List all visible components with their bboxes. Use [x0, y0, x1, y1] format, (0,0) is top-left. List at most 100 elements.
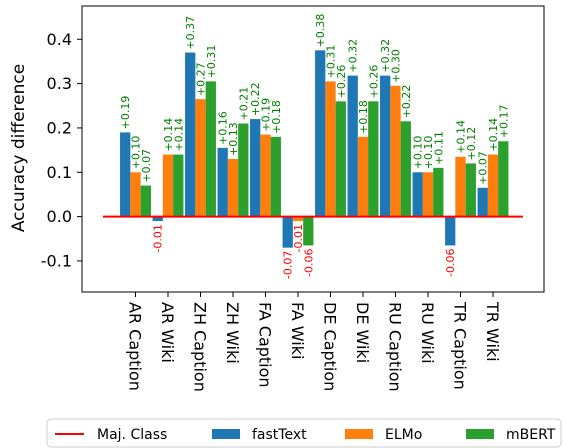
bar-fasttext [185, 52, 196, 217]
data-label: -0.06 [302, 248, 315, 276]
bar-elmo [195, 99, 206, 217]
data-label: +0.38 [314, 14, 327, 48]
data-label: +0.16 [217, 111, 230, 145]
legend: Maj. Class fastText ELMo mBERT [46, 418, 562, 448]
data-label: +0.18 [357, 100, 370, 134]
bar-elmo [130, 172, 141, 217]
x-tick-label: FA Caption [256, 302, 275, 388]
data-label: +0.10 [412, 136, 425, 170]
bar-mbert [465, 163, 476, 217]
data-label: +0.07 [140, 149, 153, 183]
x-tick-label: AR Caption [126, 302, 145, 391]
legend-frame [46, 418, 562, 448]
y-tick-label: 0.3 [47, 74, 72, 93]
bar-mbert [238, 123, 249, 217]
data-label: +0.27 [195, 62, 208, 96]
bar-mbert [270, 136, 281, 217]
data-label: +0.14 [172, 118, 185, 152]
data-label: -0.01 [152, 224, 165, 252]
data-label: +0.22 [249, 82, 262, 116]
legend-label-elmo: ELMo [385, 427, 422, 443]
bar-fasttext [477, 187, 488, 217]
data-label: +0.07 [477, 151, 490, 185]
bar-mbert [303, 216, 314, 246]
data-label: +0.21 [237, 87, 250, 121]
x-tick-label: DE Wiki [353, 302, 372, 363]
y-tick-label: 0.2 [47, 118, 72, 137]
bar-elmo [292, 216, 304, 222]
y-tick-label: 0.4 [47, 30, 72, 49]
bar-mbert [140, 185, 151, 217]
bar-fasttext [380, 75, 391, 217]
bar-elmo [162, 154, 174, 217]
data-label: +0.19 [119, 96, 132, 130]
data-label: +0.31 [325, 45, 338, 79]
data-label: +0.12 [465, 127, 478, 161]
x-tick-label: RU Wiki [418, 302, 437, 364]
x-tick-label: RU Caption [386, 302, 405, 392]
y-tick-label: -0.1 [41, 251, 72, 270]
bar-elmo [390, 85, 401, 217]
bar-elmo [227, 158, 239, 217]
x-tick-label: FA Wiki [288, 302, 307, 359]
x-tick-label: TR Wiki [483, 301, 502, 362]
bar-fasttext [315, 50, 326, 217]
data-label: +0.14 [162, 118, 175, 152]
data-label: +0.14 [487, 118, 500, 152]
bar-fasttext [250, 119, 261, 217]
bar-elmo [422, 172, 434, 217]
data-label: +0.26 [367, 65, 380, 99]
bar-mbert [205, 81, 216, 217]
data-label: +0.14 [455, 120, 468, 154]
data-label: -0.07 [282, 251, 295, 279]
x-tick-label: TR Caption [451, 301, 470, 390]
data-label: +0.32 [347, 39, 360, 73]
plot-area: -0.10.00.10.20.30.4+0.19-0.01+0.37+0.16+… [41, 5, 545, 392]
bar-elmo [325, 81, 336, 217]
plot-frame [81, 5, 545, 293]
bar-mbert [400, 121, 411, 217]
bar-elmo [260, 134, 271, 217]
data-label: +0.10 [422, 136, 435, 170]
bar-fasttext [445, 216, 456, 246]
data-label: +0.30 [390, 49, 403, 83]
bar-elmo [487, 154, 499, 217]
legend-label-mbert: mBERT [506, 427, 556, 443]
bar-mbert [173, 154, 184, 217]
legend-swatch-elmo [345, 429, 373, 439]
data-label: -0.01 [292, 224, 305, 252]
data-label: -0.06 [444, 248, 457, 276]
bar-mbert [433, 167, 444, 217]
bar-fasttext [282, 216, 293, 248]
legend-label-maj-class: Maj. Class [97, 427, 167, 443]
bar-elmo [357, 136, 369, 217]
data-label: +0.17 [497, 105, 510, 139]
bar-elmo [455, 156, 466, 217]
data-label: +0.32 [379, 39, 392, 73]
bar-mbert [368, 101, 379, 217]
y-tick-label: 0.1 [47, 163, 72, 182]
data-label: +0.18 [270, 100, 283, 134]
x-tick-label: ZH Wiki [223, 302, 242, 364]
data-label: +0.13 [227, 122, 240, 156]
data-label: +0.37 [184, 16, 197, 50]
bar-fasttext [217, 147, 228, 217]
y-tick-label: 0.0 [47, 207, 72, 226]
data-label: +0.22 [400, 85, 413, 119]
legend-swatch-mbert [466, 429, 494, 439]
data-label: +0.19 [260, 98, 273, 132]
legend-label-fasttext: fastText [252, 427, 307, 443]
x-tick-label: AR Wiki [158, 302, 177, 363]
bar-mbert [335, 101, 346, 217]
data-label: +0.10 [130, 136, 143, 170]
data-label: +0.26 [335, 65, 348, 99]
bar-fasttext [152, 216, 163, 222]
x-tick-label: DE Caption [321, 302, 340, 391]
y-axis-label: Accuracy difference [9, 64, 29, 232]
x-tick-label: ZH Caption [191, 302, 210, 392]
data-label: +0.31 [205, 45, 218, 79]
bar-fasttext [347, 75, 358, 217]
data-label: +0.11 [432, 131, 445, 165]
legend-swatch-fasttext [212, 429, 240, 439]
